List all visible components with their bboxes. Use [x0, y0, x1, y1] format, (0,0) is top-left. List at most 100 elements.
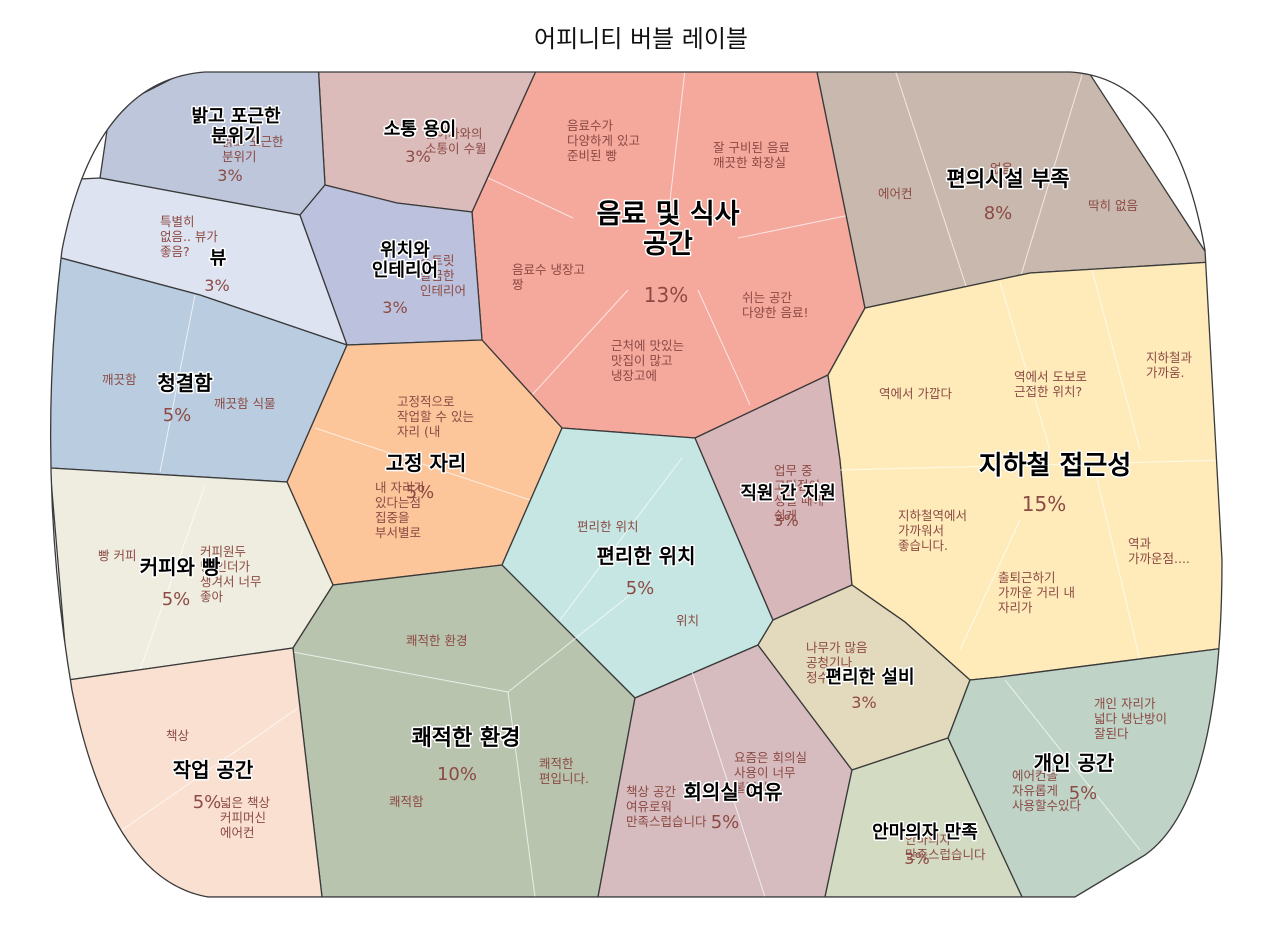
sub-item-label: 잘 구비된 음료 깨끗한 화장실 — [713, 140, 790, 170]
sub-item-label: 편리한 위치 — [577, 519, 638, 534]
cell-label-halo: 청결함 — [157, 371, 213, 395]
sub-cell-divider — [894, 72, 969, 293]
cell-label-halo: 고정 자리 — [386, 451, 467, 475]
cell-percent: 8% — [984, 203, 1013, 224]
voronoi-cell — [947, 647, 1222, 897]
cell-percent: 3% — [382, 298, 407, 317]
sub-cell-divider — [1091, 269, 1141, 451]
sub-item-label: 깨끗함 식물 — [214, 396, 275, 411]
cell-percent: 5% — [626, 578, 655, 599]
cell-percent: 3% — [904, 849, 929, 868]
cell-percent: 3% — [773, 511, 798, 530]
cell-percent: 3% — [204, 276, 229, 295]
sub-cell-divider — [139, 484, 206, 671]
sub-cell-divider — [292, 651, 509, 693]
cell-percent: 5% — [1069, 783, 1098, 804]
cell-percent: 3% — [405, 147, 430, 166]
chart-title: 어피니티 버블 레이블 — [534, 25, 748, 53]
sub-item-label: 위치 — [676, 613, 699, 628]
cell-label: 위치와 인테리어 — [372, 240, 438, 281]
cell-label-halo: 회의실 여유 — [684, 780, 783, 804]
cell-label: 안마의자 만족 — [872, 822, 978, 843]
cell-percent: 15% — [1022, 492, 1066, 516]
sub-item-label: 개인 자리가 넓다 냉난방이 잘된다 — [1094, 696, 1167, 741]
cell-polygon — [824, 737, 1024, 897]
cell-label: 직원 간 지원 — [740, 483, 835, 504]
sub-item-label: 에어컨을 자유롭게 사용할수있다 — [1012, 768, 1082, 813]
voronoi-cell — [824, 737, 1024, 897]
sub-item-label: 딱히 없음 — [1088, 198, 1138, 213]
sub-item-label: 안마의자 만족스럽습니다 — [905, 832, 986, 862]
cell-percent: 5% — [163, 405, 192, 426]
cell-label: 지하철 접근성 — [979, 451, 1132, 481]
cell-label-halo: 지하철 접근성 — [979, 451, 1132, 481]
sub-cell-divider — [531, 289, 629, 396]
cell-label: 음료 및 식사 공간 — [597, 199, 740, 260]
cell-label: 쾌적한 환경 — [412, 726, 521, 751]
sub-cell-divider — [839, 459, 1222, 471]
sub-cell-divider — [1094, 469, 1141, 661]
sub-cell-divider — [697, 289, 751, 406]
sub-item-label: 음료수가 다양하게 있고 준비된 빵 — [567, 118, 640, 163]
cell-percent: 5% — [162, 589, 191, 610]
sub-cell-divider — [159, 294, 196, 473]
cell-label-halo: 밝고 포근한 분위기 — [191, 106, 281, 147]
sub-cell-divider — [114, 707, 299, 836]
sub-item-label: 쉬는 공간 다양한 음료! — [742, 290, 809, 320]
voronoi-cell — [67, 647, 323, 897]
sub-item-label: 업무 중 고민점이 생길 때에 쉽게 — [774, 463, 824, 523]
cell-label-halo: 편리한 위치 — [597, 544, 696, 568]
sub-item-label: 깨끗함 — [102, 372, 137, 387]
sub-item-label: 지하철과 가까움. — [1146, 350, 1193, 380]
cell-label-halo: 쾌적한 환경 — [412, 726, 521, 751]
sub-item-label: 책상 — [166, 728, 190, 743]
sub-item-label: 에어컨 — [878, 186, 913, 201]
cell-label-halo: 편리한 설비 — [825, 667, 914, 688]
cell-percent: 10% — [437, 764, 477, 785]
sub-item-label: 밝고 포근한 분위기 — [222, 134, 284, 164]
cell-label: 편의시설 부족 — [946, 167, 1069, 191]
cell-label-halo: 안마의자 만족 — [872, 822, 978, 843]
cell-label-halo: 개인 공간 — [1034, 751, 1115, 775]
cell-label: 밝고 포근한 분위기 — [191, 106, 281, 147]
cell-polygon — [947, 647, 1222, 897]
sub-item-label: 역과 가까운점.... — [1128, 536, 1190, 566]
sub-item-label: 스트릿 깔끔한 인테리어 — [420, 253, 466, 298]
sub-cell-divider — [959, 519, 1021, 651]
sub-item-label: 넓은 책상 커피머신 에어컨 — [220, 795, 270, 840]
cell-percent: 3% — [851, 693, 876, 712]
cell-label-halo: 작업 공간 — [173, 758, 254, 782]
sub-cell-divider — [999, 281, 1051, 451]
cell-label-halo: 뷰 — [210, 248, 227, 269]
sub-cell-divider — [691, 671, 766, 897]
outer-border — [49, 71, 1223, 898]
cell-label-halo: 소통 용이 — [384, 119, 457, 140]
cell-label-halo: 위치와 인테리어 — [372, 240, 438, 281]
cell-label: 편리한 설비 — [825, 667, 914, 688]
cell-label: 편리한 위치 — [597, 544, 696, 568]
cell-label: 고정 자리 — [386, 451, 467, 475]
cell-percent: 5% — [711, 812, 740, 833]
sub-item-label: 출퇴근하기 가까운 거리 내 자리가 — [998, 570, 1075, 615]
cell-label-halo: 음료 및 식사 공간 — [597, 199, 740, 260]
sub-cell-divider — [559, 457, 683, 621]
sub-item-label: 근처에 맛있는 맛집이 많고 냉장고에 — [611, 338, 684, 383]
sub-item-label: 커피원두 빵 인더가 생겨서 너무 좋아 — [200, 544, 261, 604]
sub-cell-divider — [507, 594, 631, 693]
cell-label: 작업 공간 — [173, 758, 254, 782]
sub-item-label: 나무가 많음 공청기나 정수기 — [806, 640, 867, 685]
cell-label: 커피와 빵 — [140, 555, 221, 579]
cell-label-halo: 편의시설 부족 — [946, 167, 1069, 191]
sub-cell-divider — [314, 427, 531, 501]
sub-item-label: 없음 — [990, 161, 1013, 176]
cell-label: 뷰 — [210, 248, 227, 269]
sub-item-label: 역에서 가깝다 — [879, 386, 952, 401]
sub-item-label: 쾌적한 편입니다. — [539, 756, 589, 786]
sub-item-label: 쾌적한 환경 — [406, 633, 467, 648]
cell-label-halo: 커피와 빵 — [140, 555, 221, 579]
sub-cell-divider — [667, 72, 686, 219]
sub-cell-divider — [481, 174, 574, 219]
sub-item-label: 음료수 냉장고 짱 — [512, 262, 585, 292]
